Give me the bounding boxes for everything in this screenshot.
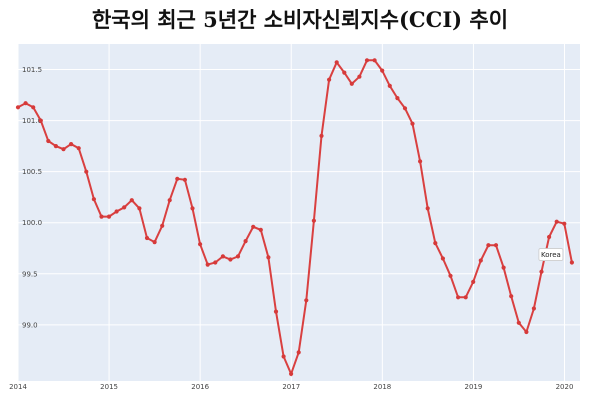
data-point bbox=[182, 177, 187, 182]
data-point bbox=[266, 255, 271, 260]
x-tick-label: 2016 bbox=[191, 383, 209, 391]
data-point bbox=[15, 105, 21, 110]
data-point bbox=[38, 118, 43, 123]
data-point bbox=[69, 142, 74, 147]
data-point bbox=[144, 235, 150, 241]
data-point bbox=[493, 243, 499, 248]
data-point bbox=[509, 294, 514, 299]
x-tick-label: 2018 bbox=[373, 383, 391, 391]
data-point bbox=[160, 223, 165, 228]
data-point bbox=[486, 243, 491, 248]
axis-ticks: 99.0 99.5 100.0 100.5 101.0 101.5 2014 2015 2016… bbox=[9, 66, 573, 391]
data-point bbox=[251, 224, 256, 229]
data-point bbox=[31, 105, 36, 110]
y-tick-label: 100.0 bbox=[22, 219, 42, 227]
y-tick-label: 99.5 bbox=[22, 270, 38, 278]
data-point bbox=[84, 169, 89, 174]
plot-area bbox=[18, 44, 580, 381]
data-point bbox=[114, 209, 119, 214]
data-point bbox=[99, 214, 104, 219]
x-tick-label: 2014 bbox=[9, 383, 27, 391]
series-label-text: Korea bbox=[541, 251, 561, 259]
data-point bbox=[281, 354, 286, 359]
data-point bbox=[137, 206, 142, 211]
data-point bbox=[456, 295, 461, 300]
gridlines bbox=[17, 44, 580, 381]
data-point bbox=[395, 96, 400, 101]
y-tick-label: 99.0 bbox=[22, 321, 38, 329]
data-point bbox=[440, 256, 445, 261]
data-point bbox=[471, 279, 476, 284]
data-point bbox=[289, 371, 294, 376]
data-point bbox=[319, 133, 324, 138]
data-point bbox=[463, 295, 468, 300]
data-point bbox=[23, 101, 28, 106]
data-point bbox=[410, 121, 415, 126]
data-point bbox=[152, 240, 157, 245]
data-point bbox=[531, 306, 537, 311]
data-point bbox=[167, 198, 172, 203]
data-point bbox=[53, 144, 59, 149]
data-point bbox=[243, 239, 248, 244]
data-point bbox=[235, 254, 241, 259]
data-point bbox=[516, 320, 521, 325]
data-point bbox=[296, 350, 301, 355]
data-point bbox=[402, 106, 408, 111]
data-point bbox=[46, 138, 51, 144]
data-point bbox=[547, 234, 552, 240]
data-point bbox=[220, 254, 225, 259]
data-point bbox=[478, 258, 483, 263]
series-label-box bbox=[538, 248, 564, 261]
data-point bbox=[327, 77, 332, 82]
x-tick-label: 2020 bbox=[556, 383, 574, 391]
data-point bbox=[418, 159, 423, 164]
data-point bbox=[175, 176, 180, 181]
data-point bbox=[554, 219, 559, 224]
x-tick-label: 2017 bbox=[282, 383, 300, 391]
data-point bbox=[258, 227, 263, 232]
data-point bbox=[122, 205, 127, 210]
x-tick-label: 2015 bbox=[100, 383, 118, 391]
data-point bbox=[539, 269, 544, 274]
data-point bbox=[357, 74, 362, 79]
y-tick-label: 100.5 bbox=[22, 168, 42, 176]
data-point bbox=[387, 83, 392, 88]
data-point bbox=[205, 262, 210, 267]
data-points bbox=[15, 58, 575, 376]
data-point bbox=[501, 265, 506, 270]
data-point bbox=[425, 206, 430, 211]
data-point bbox=[524, 329, 529, 335]
data-point bbox=[364, 58, 370, 63]
data-point bbox=[273, 309, 279, 314]
data-point bbox=[372, 58, 377, 63]
data-point bbox=[61, 147, 66, 152]
data-point bbox=[129, 198, 134, 203]
data-point bbox=[562, 221, 567, 226]
data-point bbox=[334, 60, 339, 65]
y-tick-label: 101.0 bbox=[22, 117, 42, 125]
data-point bbox=[91, 197, 96, 202]
data-point bbox=[198, 242, 203, 247]
data-point bbox=[349, 81, 354, 86]
data-point bbox=[106, 214, 112, 219]
data-point bbox=[433, 241, 438, 246]
data-point bbox=[76, 146, 81, 151]
x-tick-label: 2019 bbox=[465, 383, 483, 391]
chart-title: 한국의 최근 5년간 소비자신뢰지수(CCI) 추이 bbox=[91, 7, 509, 32]
data-point bbox=[228, 257, 233, 262]
y-tick-label: 101.5 bbox=[22, 66, 42, 74]
data-point bbox=[569, 260, 575, 265]
series-hover-label: Korea bbox=[538, 248, 564, 261]
data-point bbox=[342, 70, 347, 75]
data-point bbox=[190, 206, 195, 211]
data-point bbox=[448, 273, 453, 278]
data-point bbox=[380, 68, 385, 73]
data-point bbox=[311, 218, 316, 223]
data-point bbox=[304, 298, 309, 303]
data-point bbox=[213, 260, 218, 265]
